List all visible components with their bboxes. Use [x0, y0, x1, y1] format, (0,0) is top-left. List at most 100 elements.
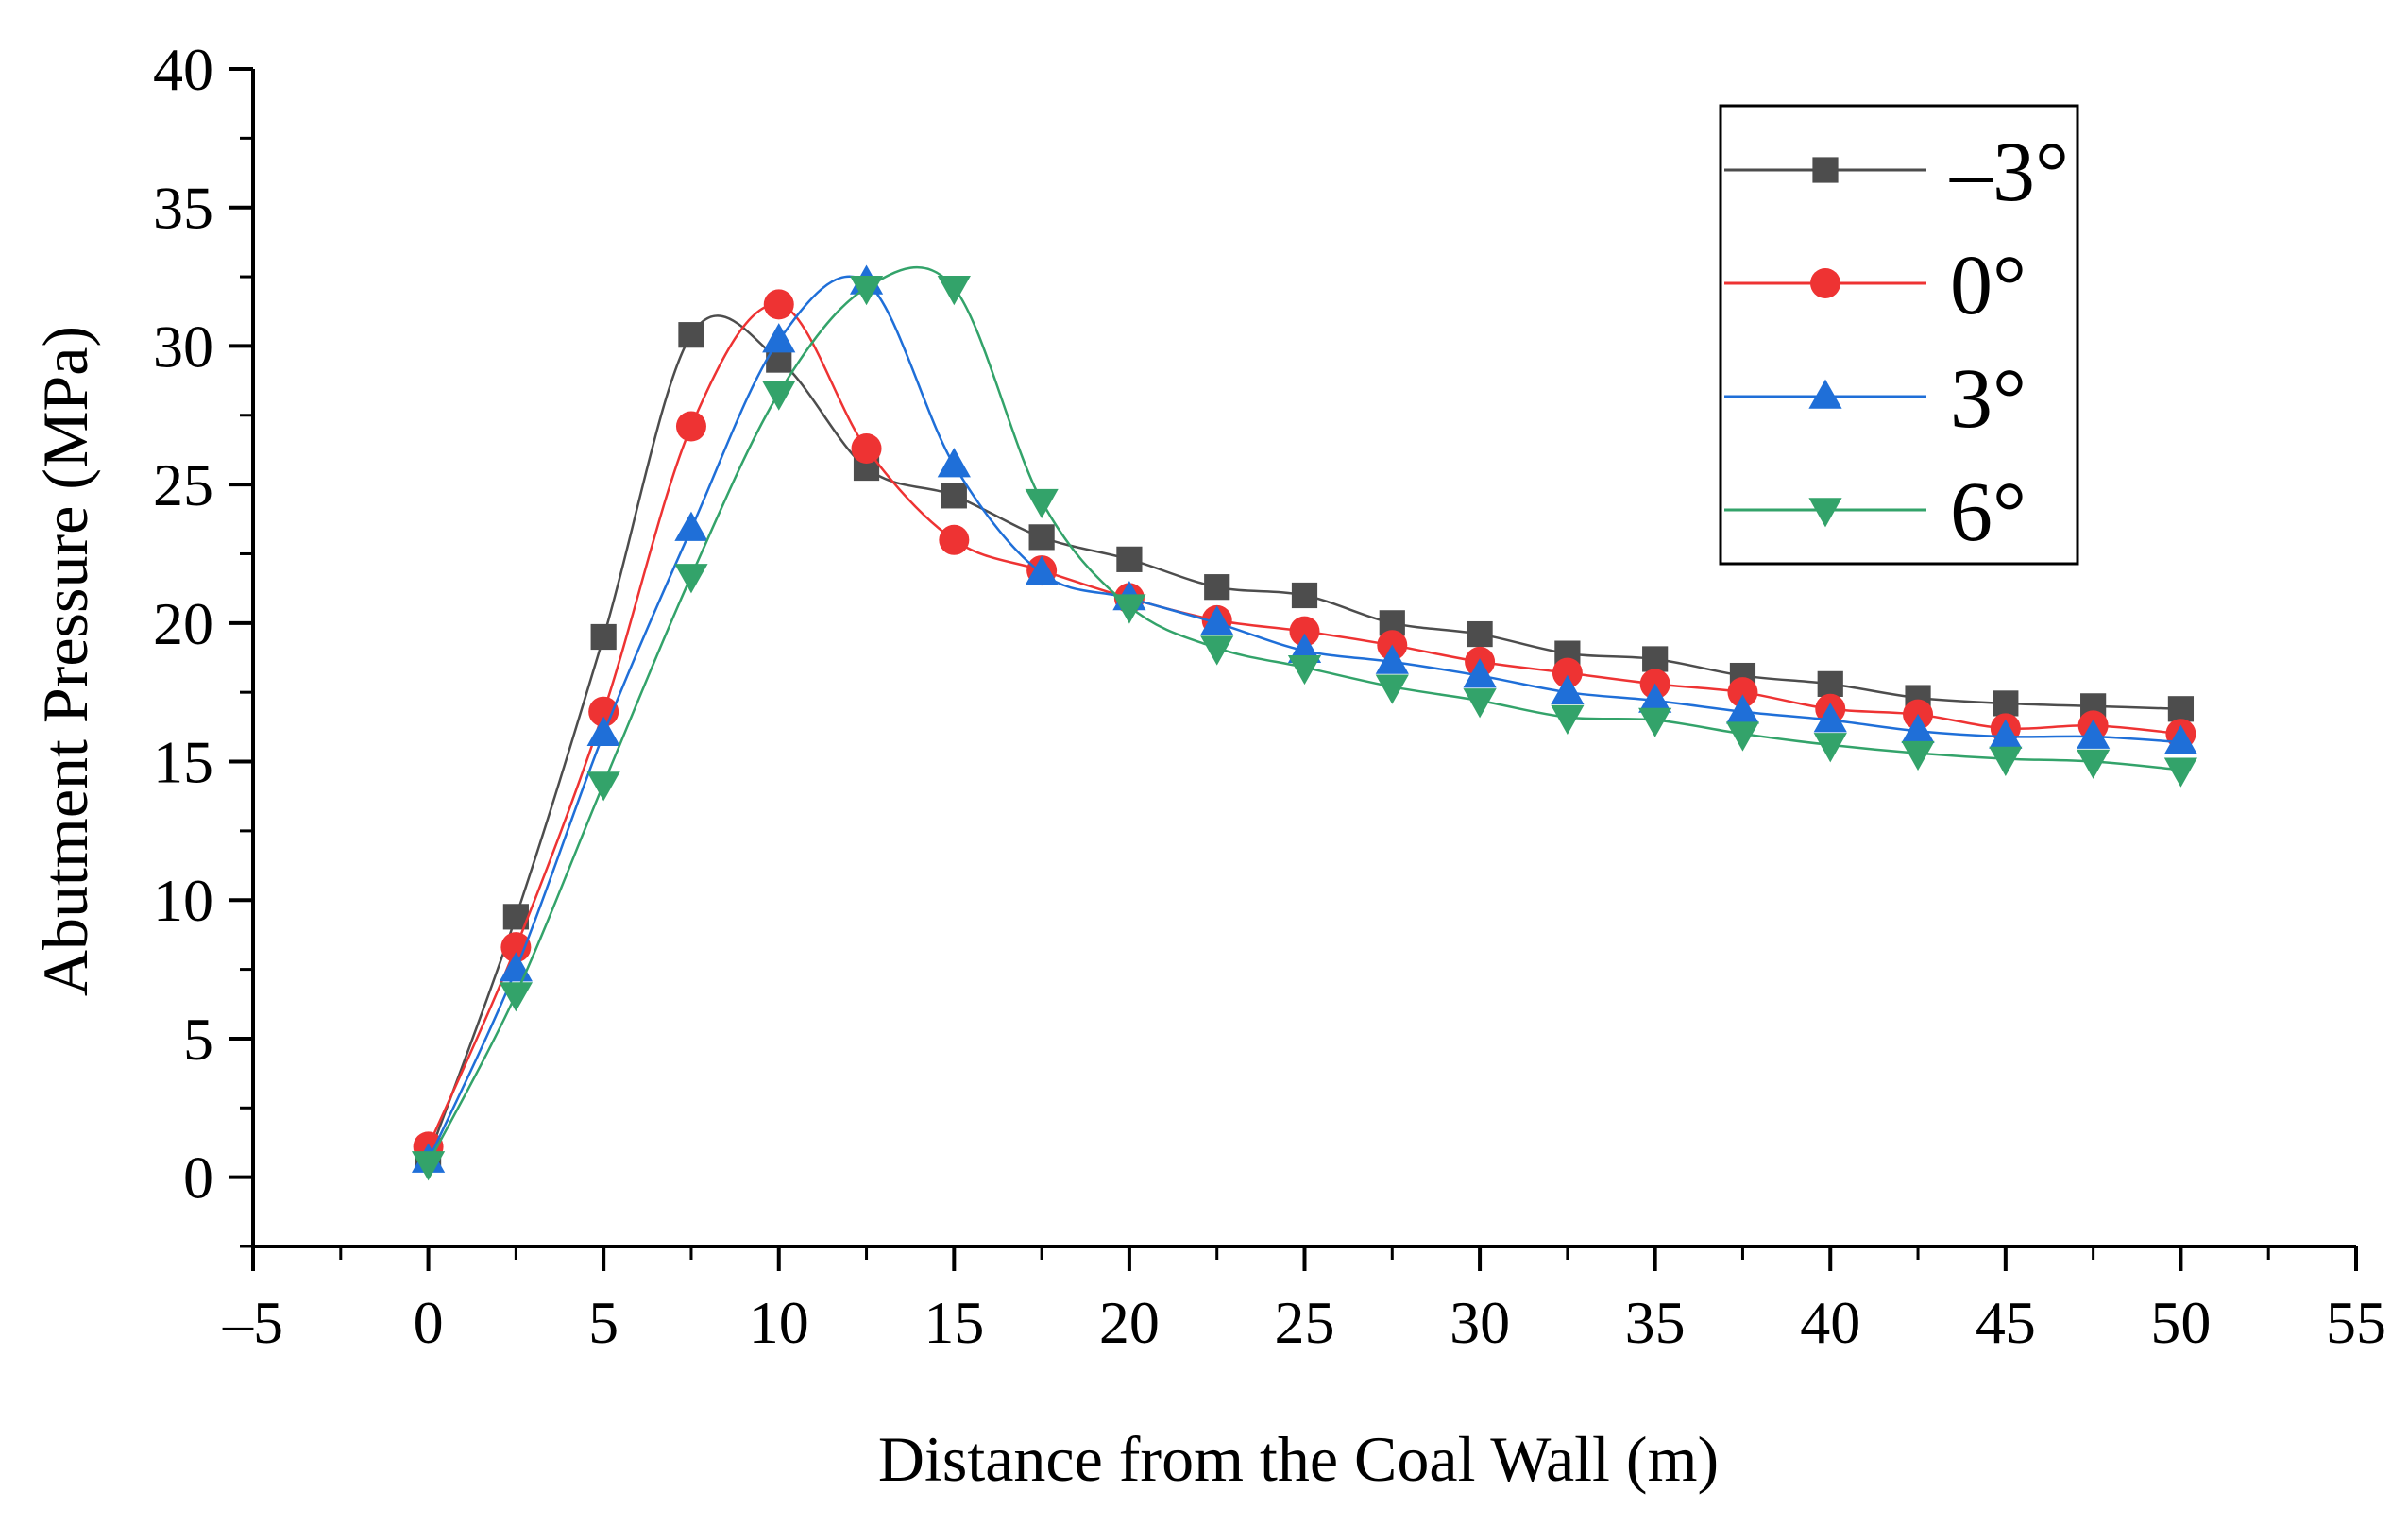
data-point [851, 432, 882, 464]
x-tick-label: 5 [588, 1289, 619, 1356]
legend-marker [1812, 157, 1839, 183]
data-point [588, 696, 619, 727]
data-point [1725, 694, 1760, 724]
y-tick-label: 10 [153, 867, 213, 934]
data-point [586, 716, 620, 746]
x-tick-label: 15 [924, 1289, 984, 1356]
data-point [1727, 677, 1758, 708]
data-point [1116, 546, 1143, 572]
data-point [1025, 555, 1059, 585]
data-point [1993, 690, 2019, 717]
legend-box [1719, 104, 2079, 566]
data-point [411, 1151, 446, 1181]
x-tick-label: 35 [1625, 1289, 1686, 1356]
series-3 [411, 265, 2198, 1181]
y-tick-label: 15 [153, 729, 213, 796]
data-point [1375, 674, 1409, 704]
axes: –5 0 5 10 15 20 25 30 35 40 45 50 55 0 5 10 15 20 25 30 35 40 [153, 36, 2386, 1356]
data-point [1638, 707, 1672, 737]
data-point [939, 524, 970, 555]
data-point [590, 623, 617, 651]
data-point [675, 411, 706, 442]
y-tick-label: 35 [153, 175, 213, 242]
data-point [762, 323, 796, 353]
y-axis-title: Abutment Pressure (MPa) [29, 326, 101, 996]
data-point [2167, 696, 2195, 722]
data-point [1467, 620, 1493, 648]
legend-label: 3° [1950, 352, 2026, 446]
x-tick-label: 0 [414, 1289, 444, 1356]
data-point [1463, 658, 1497, 688]
data-point [1204, 574, 1230, 601]
x-tick-label: 20 [1099, 1289, 1160, 1356]
y-tick-label: 5 [183, 1006, 213, 1073]
data-point [937, 448, 971, 478]
data-point [1200, 635, 1234, 666]
x-tick-label: 45 [1976, 1289, 2036, 1356]
data-point [499, 982, 533, 1012]
data-point [2077, 719, 2111, 749]
data-point [1901, 713, 1935, 744]
data-point [849, 275, 884, 306]
data-point [1375, 644, 1409, 674]
data-point [1112, 594, 1146, 624]
x-tick-label: 55 [2326, 1289, 2386, 1356]
legend-label: 6° [1950, 466, 2026, 559]
legend-label: 0° [1950, 239, 2026, 332]
data-point [1642, 646, 1669, 672]
data-point [762, 381, 796, 411]
legend-marker [1810, 268, 1840, 298]
y-tick-label: 25 [153, 451, 213, 518]
data-point [1551, 704, 1585, 735]
x-tick-label: 25 [1275, 1289, 1335, 1356]
x-tick-label: 10 [749, 1289, 809, 1356]
data-point [1813, 733, 1847, 763]
series-0 [415, 314, 2195, 1171]
data-point [586, 771, 620, 802]
data-point [2163, 724, 2198, 754]
data-point [1463, 688, 1497, 719]
series-layer [411, 264, 2198, 1181]
data-point [763, 289, 794, 320]
legend: –3° 0° 3° 6° [1719, 104, 2079, 566]
data-point [678, 322, 704, 348]
legend-label: –3° [1949, 126, 2069, 219]
data-point [1989, 746, 2023, 776]
y-tick-label: 0 [183, 1144, 213, 1212]
data-point [941, 483, 967, 509]
x-tick-label: –5 [222, 1289, 283, 1356]
x-axis-title: Distance from the Coal Wall (m) [878, 1423, 1719, 1495]
data-point [1028, 524, 1055, 551]
data-point [1025, 488, 1059, 519]
data-point [937, 275, 971, 306]
data-point [2163, 757, 2198, 788]
data-point [1200, 605, 1234, 635]
data-point [1287, 654, 1322, 686]
data-point [500, 932, 532, 963]
data-point [1901, 740, 1935, 771]
data-point [1725, 721, 1760, 752]
data-point [1989, 719, 2023, 749]
data-point [674, 564, 708, 594]
series-line [427, 275, 2181, 1161]
x-tick-label: 40 [1800, 1289, 1860, 1356]
x-tick-label: 30 [1450, 1289, 1510, 1356]
data-point [1817, 670, 1843, 697]
data-point [1551, 674, 1585, 704]
data-point [1638, 683, 1672, 713]
y-tick-label: 20 [153, 590, 213, 657]
data-point [1813, 703, 1847, 733]
data-point [1552, 657, 1583, 688]
legend-marker [1808, 498, 1842, 528]
series-line [427, 314, 2181, 1159]
data-point [674, 511, 708, 541]
y-tick-label: 40 [153, 36, 213, 103]
data-point [1291, 582, 1318, 609]
legend-marker [1808, 379, 1842, 409]
x-tick-label: 50 [2150, 1289, 2211, 1356]
data-point [2077, 749, 2111, 779]
y-tick-label: 30 [153, 313, 213, 380]
data-point [1289, 616, 1320, 647]
